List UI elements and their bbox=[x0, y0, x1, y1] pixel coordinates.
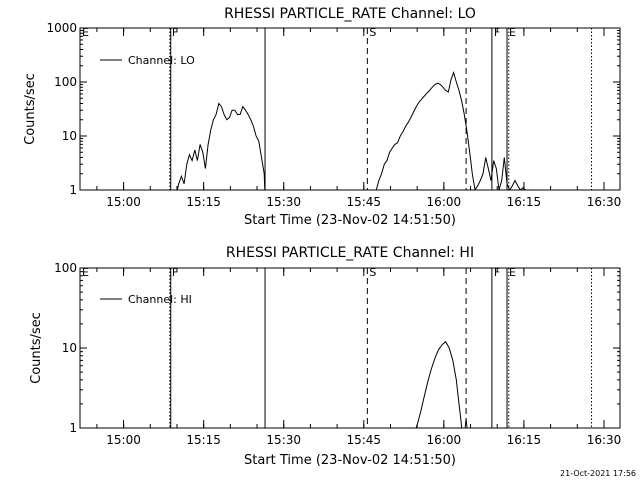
x-axis-label: Start Time (23-Nov-02 14:51:50) bbox=[244, 213, 456, 228]
event-marker-label: E bbox=[82, 26, 89, 39]
event-marker-label: E bbox=[509, 26, 516, 39]
hi-channel-panel: RHESSI PARTICLE_RATE Channel: HI Start Ti… bbox=[29, 245, 621, 468]
series-line bbox=[415, 340, 463, 428]
x-tick-label: 15:30 bbox=[266, 195, 301, 209]
event-marker-label: E bbox=[509, 266, 516, 279]
series-line bbox=[173, 102, 266, 190]
series-line bbox=[464, 418, 468, 428]
x-tick-label: 15:30 bbox=[266, 433, 301, 447]
y-tick-label: 100 bbox=[54, 75, 77, 89]
event-marker-label: S bbox=[369, 266, 376, 279]
chart-title: RHESSI PARTICLE_RATE Channel: HI bbox=[226, 245, 474, 261]
legend-entry: Channel: HI bbox=[128, 293, 192, 306]
plot-frame bbox=[79, 267, 621, 429]
y-tick-label: 10 bbox=[62, 129, 77, 143]
y-axis-label: Counts/sec bbox=[23, 73, 38, 145]
x-tick-label: 16:00 bbox=[427, 195, 462, 209]
y-tick-label: 1 bbox=[69, 183, 77, 197]
x-tick-label: 15:15 bbox=[186, 433, 221, 447]
chart-title: RHESSI PARTICLE_RATE Channel: LO bbox=[224, 6, 476, 22]
event-marker-label: S bbox=[369, 26, 376, 39]
x-tick-label: 15:00 bbox=[106, 433, 141, 447]
series-line bbox=[375, 70, 532, 190]
x-tick-label: 15:15 bbox=[186, 195, 221, 209]
event-marker-label: F bbox=[172, 26, 178, 39]
x-tick-label: 16:00 bbox=[427, 433, 462, 447]
y-tick-label: 1 bbox=[69, 421, 77, 435]
x-axis-label: Start Time (23-Nov-02 14:51:50) bbox=[244, 453, 456, 468]
plot-frame bbox=[79, 27, 621, 191]
x-tick-label: 16:30 bbox=[587, 195, 622, 209]
x-tick-label: 15:45 bbox=[346, 195, 381, 209]
event-marker-label: E bbox=[82, 266, 89, 279]
event-marker-label: F bbox=[172, 266, 178, 279]
x-tick-label: 15:00 bbox=[106, 195, 141, 209]
event-marker-label: F bbox=[494, 266, 500, 279]
legend-entry: Channel: LO bbox=[128, 54, 195, 67]
footer-timestamp: 21-Oct-2021 17:56 bbox=[560, 469, 636, 478]
y-axis-label: Counts/sec bbox=[29, 312, 44, 384]
y-tick-label: 10 bbox=[62, 341, 77, 355]
event-marker-label: F bbox=[494, 26, 500, 39]
x-tick-label: 15:45 bbox=[346, 433, 381, 447]
x-tick-label: 16:15 bbox=[507, 195, 542, 209]
x-tick-label: 16:15 bbox=[507, 433, 542, 447]
y-tick-label: 1000 bbox=[46, 21, 77, 35]
y-tick-label: 100 bbox=[54, 261, 77, 275]
lo-channel-panel: RHESSI PARTICLE_RATE Channel: LO Start Ti… bbox=[23, 6, 621, 228]
x-tick-label: 16:30 bbox=[587, 433, 622, 447]
